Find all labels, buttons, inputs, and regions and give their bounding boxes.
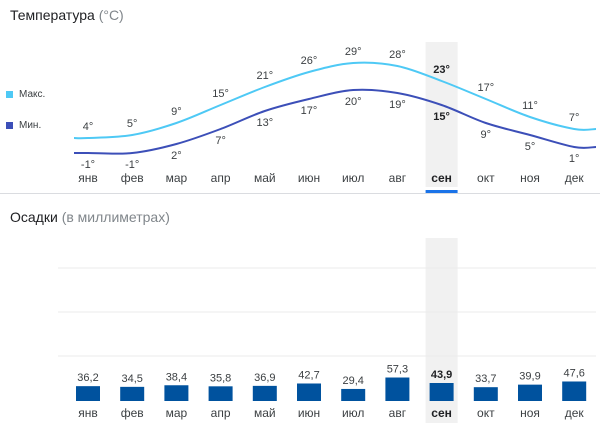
max-temp-label: 11° [522,100,538,112]
max-temp-label: 21° [256,70,273,82]
precip-bar [297,383,321,401]
max-temp-label: 29° [345,46,362,58]
selected-month-indicator [425,190,458,193]
max-temp-label: 15° [212,88,229,100]
precip-value-label: 42,7 [298,369,319,381]
precip-month-label[interactable]: сен [431,406,452,420]
min-temp-label: 5° [525,141,536,153]
max-temp-label: 9° [171,106,182,118]
month-tab-7[interactable]: авг [389,171,407,185]
precip-value-label: 33,7 [475,373,496,385]
min-temp-label: 15° [433,111,450,123]
precip-month-label[interactable]: апр [211,406,231,420]
max-temperature-line [73,61,597,140]
legend-max: Макс. [6,89,45,100]
precip-bar [518,384,542,401]
precip-value-label: 39,9 [519,371,540,383]
precipitation-title-text: Осадки [10,209,58,225]
month-tab-3[interactable]: апр [211,171,231,185]
max-temp-label: 17° [477,82,494,94]
month-tab-5[interactable]: июн [298,171,320,185]
precip-month-label[interactable]: янв [78,406,98,420]
precipitation-unit: (в миллиметрах) [61,209,170,225]
legend-min: Мин. [6,120,41,131]
legend-max-swatch [6,91,13,98]
max-temp-label: 23° [433,64,450,76]
precipitation-title: Осадки (в миллиметрах) [10,209,170,225]
legend-min-swatch [6,122,13,129]
precip-month-label[interactable]: фев [121,406,144,420]
month-tab-11[interactable]: дек [565,171,585,185]
precip-bar [473,387,498,401]
min-temp-label: 2° [171,150,182,162]
min-temp-label: 17° [301,105,318,117]
min-temp-label: -1° [125,159,139,171]
max-temp-label: 26° [301,55,318,67]
month-tab-1[interactable]: фев [121,171,144,185]
precip-month-label[interactable]: окт [477,406,495,420]
max-temp-label: 28° [389,49,406,61]
max-temp-label: 5° [127,118,138,130]
precip-value-label: 47,6 [563,367,584,379]
selected-column-temperature [425,42,458,187]
precip-bar [341,388,366,401]
precip-month-label[interactable]: май [254,406,276,420]
month-tab-6[interactable]: июл [342,171,364,185]
precip-month-label[interactable]: мар [166,406,188,420]
precip-month-label[interactable]: авг [389,406,407,420]
month-tab-2[interactable]: мар [166,171,188,185]
min-temp-label: 20° [345,96,362,108]
precip-bar [385,377,410,401]
month-tab-8[interactable]: сен [431,171,452,185]
precip-month-label[interactable]: июл [342,406,364,420]
precip-bar [164,385,189,401]
precip-value-label: 35,8 [210,372,231,384]
precip-value-label: 34,5 [121,373,142,385]
precip-value-label: 36,9 [254,372,275,384]
precip-bar [208,386,233,401]
temperature-unit: (°C) [98,7,124,23]
precip-bar [252,385,277,401]
section-divider [0,193,600,194]
month-tab-9[interactable]: окт [477,171,495,185]
precip-month-label[interactable]: июн [298,406,320,420]
precip-value-label: 57,3 [387,364,408,376]
month-tab-0[interactable]: янв [78,171,98,185]
legend-max-label: Макс. [19,89,46,100]
precip-value-label: 29,4 [342,375,363,387]
precip-month-label[interactable]: ноя [520,406,540,420]
precip-bar [429,383,454,401]
min-temp-label: 19° [389,99,406,111]
min-temp-label: 7° [215,135,226,147]
legend-min-label: Мин. [19,120,42,131]
min-temperature-line [74,88,597,155]
precip-bar [76,386,100,401]
precip-value-label: 38,4 [166,371,187,383]
min-temp-label: 9° [481,129,492,141]
precip-bar [120,386,145,401]
max-temp-label: 7° [569,112,580,124]
precip-month-label[interactable]: дек [565,406,585,420]
min-temp-label: 1° [569,153,580,165]
precip-value-label: 43,9 [431,369,452,381]
min-temp-label: 13° [256,117,273,129]
max-temp-label: 4° [83,121,94,133]
precip-bar [562,381,587,401]
min-temp-label: -1° [81,159,95,171]
precip-value-label: 36,2 [77,372,98,384]
month-tab-10[interactable]: ноя [520,171,540,185]
temperature-title: Температура (°C) [10,7,124,23]
month-tab-4[interactable]: май [254,171,276,185]
temperature-title-text: Температура [10,7,95,23]
